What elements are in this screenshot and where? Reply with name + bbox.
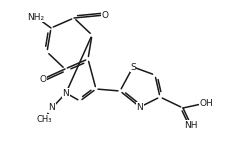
Text: O: O — [101, 11, 109, 20]
Text: NH₂: NH₂ — [27, 13, 45, 22]
Text: CH₃: CH₃ — [36, 115, 52, 124]
Text: S: S — [130, 62, 136, 71]
Text: N: N — [63, 89, 69, 97]
Text: NH: NH — [184, 120, 198, 129]
Text: O: O — [40, 75, 46, 84]
Text: N: N — [137, 102, 143, 111]
Text: N: N — [49, 104, 55, 113]
Text: OH: OH — [199, 98, 213, 108]
